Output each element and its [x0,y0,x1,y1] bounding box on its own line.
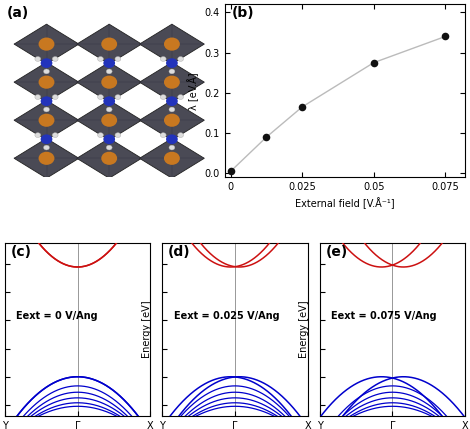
Circle shape [169,69,175,74]
Point [263,134,270,141]
Polygon shape [14,139,79,178]
Circle shape [178,57,183,61]
Circle shape [39,152,55,165]
Text: (c): (c) [10,245,31,259]
Circle shape [101,76,117,89]
Circle shape [166,97,178,106]
Circle shape [169,107,175,112]
Circle shape [98,133,103,138]
Circle shape [52,95,58,100]
Point [441,33,449,40]
Circle shape [52,57,58,61]
Circle shape [39,37,55,51]
Circle shape [35,133,41,138]
Circle shape [164,152,180,165]
Circle shape [160,57,166,61]
Text: (a): (a) [7,6,29,20]
Text: (e): (e) [325,245,348,259]
Circle shape [35,95,41,100]
Text: Eext = 0 V/Ang: Eext = 0 V/Ang [16,311,98,321]
Circle shape [40,97,52,106]
Y-axis label: Energy [eV]: Energy [eV] [299,301,309,358]
X-axis label: External field [V.Å⁻¹]: External field [V.Å⁻¹] [295,198,395,209]
Circle shape [106,107,112,112]
Polygon shape [140,100,204,140]
Text: Eext = 0.025 V/Ang: Eext = 0.025 V/Ang [174,311,279,321]
Point [298,103,306,110]
Circle shape [106,69,112,74]
Text: (d): (d) [168,245,190,259]
Polygon shape [77,139,141,178]
Circle shape [164,114,180,127]
Circle shape [40,134,52,144]
Polygon shape [77,24,141,64]
Circle shape [115,57,121,61]
Point [227,168,235,175]
Polygon shape [140,24,204,64]
Polygon shape [14,24,79,64]
Circle shape [40,58,52,68]
Text: Eext = 0.075 V/Ang: Eext = 0.075 V/Ang [331,311,437,321]
Polygon shape [77,100,141,140]
Circle shape [115,95,121,100]
Y-axis label: Energy [eV]: Energy [eV] [141,301,152,358]
Circle shape [44,145,49,150]
Circle shape [101,152,117,165]
Circle shape [103,58,115,68]
Circle shape [106,145,112,150]
Circle shape [101,37,117,51]
Circle shape [164,76,180,89]
Polygon shape [14,62,79,102]
Circle shape [178,133,183,138]
Circle shape [98,95,103,100]
Polygon shape [77,62,141,102]
Circle shape [178,95,183,100]
Text: (b): (b) [232,6,255,20]
Circle shape [98,57,103,61]
Circle shape [166,58,178,68]
Circle shape [115,133,121,138]
Circle shape [103,97,115,106]
Polygon shape [14,100,79,140]
Polygon shape [140,139,204,178]
Circle shape [169,145,175,150]
Circle shape [164,37,180,51]
Circle shape [103,134,115,144]
Point [370,59,377,66]
Circle shape [35,57,41,61]
Y-axis label: λ [eV.Å]: λ [eV.Å] [188,72,199,110]
Circle shape [160,133,166,138]
Circle shape [39,76,55,89]
Circle shape [160,95,166,100]
Circle shape [101,114,117,127]
Circle shape [44,69,49,74]
Circle shape [166,134,178,144]
Polygon shape [140,62,204,102]
Circle shape [44,107,49,112]
Circle shape [39,114,55,127]
Circle shape [52,133,58,138]
